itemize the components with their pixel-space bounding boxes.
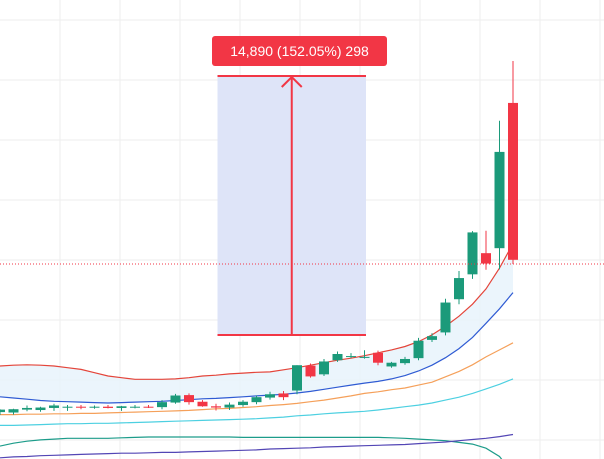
candle[interactable]	[251, 395, 262, 405]
candle[interactable]	[143, 405, 154, 408]
candle[interactable]	[346, 353, 356, 359]
candle[interactable]	[481, 230, 491, 270]
candle[interactable]	[35, 406, 46, 412]
candle[interactable]	[89, 405, 100, 409]
candle[interactable]	[157, 400, 167, 410]
candle[interactable]	[116, 405, 127, 411]
band-area	[0, 243, 513, 403]
candle-body	[103, 406, 113, 408]
candle-body	[49, 405, 59, 408]
candle[interactable]	[62, 405, 73, 411]
measure-arrow-head	[281, 75, 303, 88]
candle-body	[400, 358, 410, 364]
candle-body	[170, 395, 181, 403]
candle-body	[184, 395, 194, 403]
candle-body	[508, 102, 518, 260]
candle-body	[440, 302, 451, 333]
candle-body	[427, 336, 437, 340]
moving-average-line	[0, 342, 514, 416]
candle[interactable]	[0, 409, 5, 416]
candle-body	[35, 407, 46, 411]
candle[interactable]	[400, 356, 410, 365]
candle[interactable]	[386, 361, 397, 368]
candle[interactable]	[103, 405, 113, 409]
candle-body	[197, 401, 208, 407]
candle-body	[22, 407, 32, 410]
candle-body	[116, 406, 127, 408]
candles[interactable]	[0, 61, 518, 416]
candle[interactable]	[49, 403, 59, 411]
candle[interactable]	[130, 405, 140, 409]
candle[interactable]	[454, 271, 464, 305]
moving-average-line	[0, 378, 514, 426]
candle-body	[319, 361, 329, 375]
candle-body	[130, 406, 140, 408]
candle-body	[238, 401, 248, 406]
candle[interactable]	[22, 405, 32, 412]
candle[interactable]	[319, 358, 329, 376]
candle[interactable]	[359, 350, 370, 359]
candle[interactable]	[170, 393, 181, 404]
candle-body	[157, 402, 167, 408]
candle-body	[386, 362, 397, 367]
candle[interactable]	[197, 400, 208, 407]
candle[interactable]	[440, 298, 451, 336]
candle-body	[278, 393, 289, 398]
candle-body	[0, 409, 5, 413]
candle[interactable]	[508, 61, 518, 264]
candle-body	[346, 356, 356, 358]
candle[interactable]	[224, 402, 235, 411]
candle-body	[332, 354, 343, 361]
candle-body	[89, 406, 100, 408]
candle[interactable]	[305, 363, 316, 378]
candle[interactable]	[413, 337, 424, 361]
candle[interactable]	[332, 351, 343, 362]
moving-average-line	[0, 433, 514, 459]
candle-body	[413, 340, 424, 359]
candle[interactable]	[427, 333, 437, 342]
candle[interactable]	[265, 391, 275, 400]
moving-average-line	[0, 436, 503, 459]
candle[interactable]	[184, 393, 194, 405]
candle-body	[211, 406, 221, 408]
candle[interactable]	[467, 231, 478, 279]
candle-body	[143, 406, 154, 408]
measure-label: 14,890 (152.05%) 298	[212, 36, 387, 66]
candle[interactable]	[8, 408, 19, 415]
candle-body	[292, 365, 302, 391]
candle-body	[8, 409, 19, 413]
candle[interactable]	[494, 120, 505, 270]
candle-body	[251, 397, 262, 403]
candle-body	[305, 365, 316, 377]
candle-body	[265, 394, 275, 398]
candle[interactable]	[292, 365, 302, 395]
measure-tool[interactable]	[217, 75, 367, 336]
candle-body	[494, 151, 505, 249]
indicator-band	[0, 243, 513, 403]
candle-body	[454, 278, 464, 300]
candle[interactable]	[76, 405, 86, 410]
candle-body	[76, 406, 86, 408]
candle[interactable]	[373, 350, 383, 366]
candle-body	[359, 356, 370, 358]
candle-body	[467, 232, 478, 275]
candle-body	[373, 352, 383, 363]
candle-body	[481, 253, 491, 264]
candle[interactable]	[238, 400, 248, 407]
candle-body	[62, 406, 73, 408]
candle[interactable]	[278, 390, 289, 401]
candle-body	[224, 404, 235, 408]
candle[interactable]	[211, 403, 221, 411]
